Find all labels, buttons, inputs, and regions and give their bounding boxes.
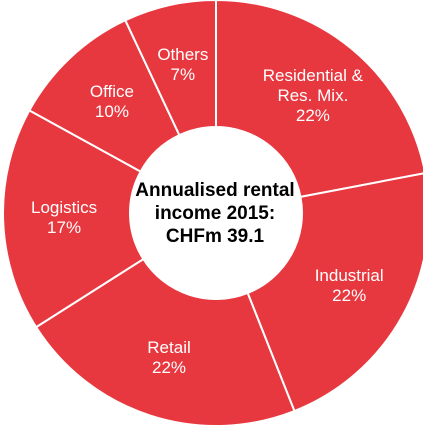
slice-label: Retail 22% bbox=[104, 318, 234, 398]
chart-title: Annualised rental income 2015: CHFm 39.1 bbox=[135, 179, 295, 247]
value-label: 7% bbox=[170, 64, 196, 84]
category-label: Logistics bbox=[30, 197, 98, 217]
slice-label: Office 10% bbox=[47, 62, 177, 142]
category-label: Residential & Res. Mix. bbox=[262, 65, 363, 105]
category-label: Industrial bbox=[314, 266, 384, 286]
center-box: Annualised rental income 2015: CHFm 39.1 bbox=[135, 179, 295, 247]
value-label: 22% bbox=[332, 286, 367, 306]
slice bbox=[123, 0, 217, 137]
slice-label: Residential & Res. Mix. 22% bbox=[248, 56, 378, 136]
slice bbox=[2, 109, 145, 329]
slice-label: Others 7% bbox=[118, 25, 248, 105]
slice bbox=[246, 172, 423, 413]
value-label: 17% bbox=[47, 217, 82, 237]
value-label: 22% bbox=[295, 105, 330, 125]
category-label: Others bbox=[157, 44, 209, 64]
slice-label-box: Residential & Res. Mix.22% bbox=[248, 56, 378, 136]
slice-label: Industrial 22% bbox=[284, 246, 414, 326]
slice-label: Logistics 17% bbox=[0, 178, 129, 258]
category-label: Office bbox=[89, 82, 134, 102]
slice bbox=[27, 18, 181, 173]
value-label: 22% bbox=[152, 357, 187, 377]
value-label: 10% bbox=[94, 102, 129, 122]
slice bbox=[215, 0, 423, 199]
category-label: Retail bbox=[147, 337, 191, 357]
